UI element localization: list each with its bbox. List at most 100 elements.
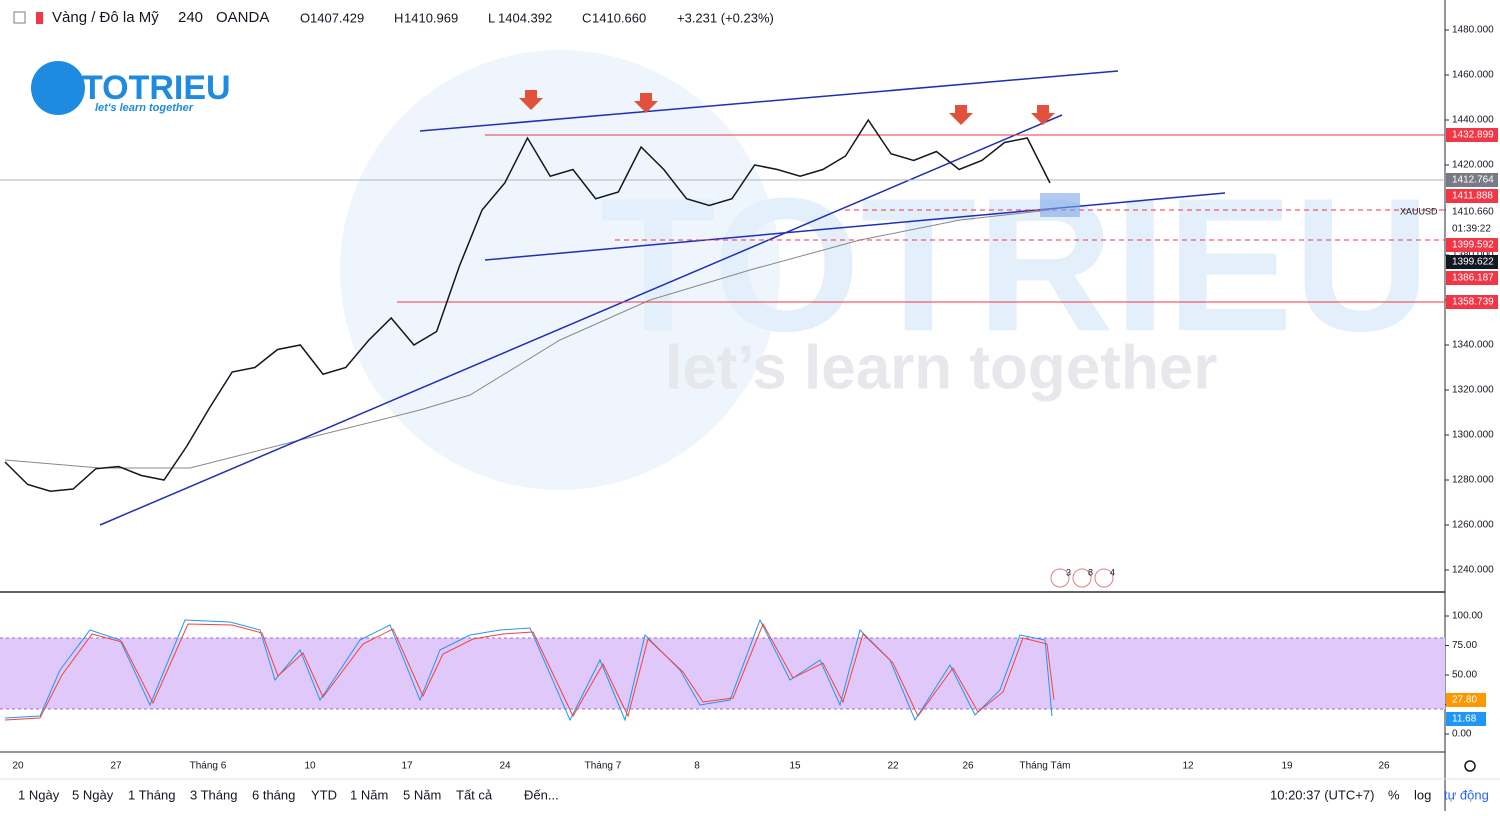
- price-tag-label: 1410.660: [1452, 207, 1494, 218]
- time-label: Tháng Tám: [1020, 761, 1071, 772]
- down-arrow: [949, 105, 973, 125]
- osc-tag: [1446, 693, 1486, 707]
- time-label: Tháng 7: [585, 761, 622, 772]
- price-tick-label: 1340.000: [1452, 340, 1494, 351]
- exchange[interactable]: OANDA: [216, 9, 269, 26]
- osc-tag-label: 27.80: [1452, 695, 1477, 706]
- price-tag-label: 1432.899: [1452, 130, 1494, 141]
- osc-tick-label: 0.00: [1452, 729, 1472, 740]
- moving-average: [4, 209, 1051, 469]
- price-tag-label: 01:39:22: [1452, 224, 1491, 235]
- trendline: [99, 114, 1063, 526]
- settings-icon[interactable]: [1464, 760, 1476, 772]
- range-button[interactable]: 3 Tháng: [190, 787, 237, 802]
- range-button[interactable]: 5 Ngày: [72, 787, 114, 802]
- price-tick-label: 1420.000: [1452, 160, 1494, 171]
- price-tick-label: 1440.000: [1452, 115, 1494, 126]
- price-tag: [1446, 205, 1498, 219]
- price-tick-label: 1240.000: [1452, 565, 1494, 576]
- down-arrow: [1031, 105, 1055, 125]
- range-button[interactable]: 1 Ngày: [18, 787, 60, 802]
- time-label: 20: [12, 761, 24, 772]
- event-icon: [1050, 568, 1070, 588]
- time-label: 12: [1182, 761, 1194, 772]
- time-label: 26: [1378, 761, 1390, 772]
- arrows: [519, 90, 1055, 125]
- range-button[interactable]: 1 Năm: [350, 787, 388, 802]
- price-tick-label: 1260.000: [1452, 520, 1494, 531]
- goto[interactable]: Đến...: [524, 787, 559, 802]
- down-arrow: [519, 90, 543, 110]
- time-label: 8: [694, 761, 700, 772]
- interval[interactable]: 240: [178, 9, 203, 26]
- auto-toggle[interactable]: tự động: [1444, 787, 1489, 802]
- time-label: 17: [401, 761, 413, 772]
- price-tag: [1446, 222, 1498, 236]
- log-toggle[interactable]: log: [1414, 787, 1431, 802]
- price-tag: [1446, 173, 1498, 187]
- symbol-icon: [36, 12, 43, 24]
- highlight-box: [1040, 193, 1080, 217]
- osc-tag: [1446, 712, 1486, 726]
- range-button[interactable]: Tất cả: [456, 787, 493, 802]
- osc-tick-label: 100.00: [1452, 611, 1483, 622]
- ohlc-key: O: [300, 10, 310, 25]
- price-tag-label: 1399.592: [1452, 240, 1494, 251]
- osc-tick-label: 50.00: [1452, 670, 1477, 681]
- watermark-name: TOTRIEU: [600, 159, 1430, 371]
- price-tag-label: 1399.622: [1452, 257, 1494, 268]
- range-button[interactable]: YTD: [311, 787, 337, 802]
- event-count: 8: [1088, 567, 1093, 577]
- price-tag-label: 1358.739: [1452, 297, 1494, 308]
- stoch-band: [0, 638, 1445, 709]
- time-label: 24: [499, 761, 511, 772]
- ohlc-value: 1407.429: [310, 10, 364, 25]
- change: +3.231 (+0.23%): [677, 10, 774, 25]
- channel-top: [419, 70, 1119, 132]
- logo-name: TOTRIEU: [82, 69, 231, 107]
- range-button[interactable]: 6 tháng: [252, 787, 295, 802]
- symbol[interactable]: Vàng / Đô la Mỹ: [52, 9, 159, 26]
- time-label: 19: [1281, 761, 1293, 772]
- price-tick-label: 1300.000: [1452, 430, 1494, 441]
- event-count: 4: [1110, 567, 1115, 577]
- stoch-d: [4, 622, 1055, 721]
- event-icon: [1094, 568, 1114, 588]
- price-tag: [1446, 128, 1498, 142]
- price-tag: [1446, 271, 1498, 285]
- watermark-slogan: let’s learn together: [665, 333, 1217, 402]
- symbol-tag: XAUUSD: [1400, 206, 1438, 216]
- stoch-k: [4, 618, 1053, 722]
- channel-bottom: [484, 192, 1226, 261]
- price-line: [4, 118, 1051, 493]
- price-tag-label: 1412.764: [1452, 175, 1494, 186]
- price-tick-label: 1460.000: [1452, 70, 1494, 81]
- event-count: 3: [1066, 567, 1071, 577]
- price-tick-label: 1480.000: [1452, 25, 1494, 36]
- price-tick-label: 1280.000: [1452, 475, 1494, 486]
- price-tick-label: 1320.000: [1452, 385, 1494, 396]
- time-label: 27: [110, 761, 122, 772]
- time-label: 15: [789, 761, 801, 772]
- price-tag-label: 1386.187: [1452, 273, 1494, 284]
- logo-circle: [31, 61, 85, 115]
- range-button[interactable]: 1 Tháng: [128, 787, 175, 802]
- time-label: 26: [962, 761, 974, 772]
- ohlc-value: 1410.969: [404, 10, 458, 25]
- event-icon: [1072, 568, 1092, 588]
- osc-tick-label: 75.00: [1452, 640, 1477, 651]
- ohlc-key: L: [488, 10, 495, 25]
- logo-slogan: let's learn together: [95, 102, 194, 114]
- expand-icon[interactable]: [13, 11, 26, 24]
- time-label: 22: [887, 761, 899, 772]
- watermark-circle: [340, 50, 780, 490]
- time-label: Tháng 6: [190, 761, 227, 772]
- percent-toggle[interactable]: %: [1388, 787, 1400, 802]
- osc-tag-label: 11.68: [1452, 714, 1477, 725]
- price-tag-label: 1411.888: [1452, 191, 1493, 202]
- down-arrow: [634, 93, 658, 113]
- range-button[interactable]: 5 Năm: [403, 787, 441, 802]
- price-tag: [1446, 295, 1498, 309]
- ohlc-value: 1404.392: [498, 10, 552, 25]
